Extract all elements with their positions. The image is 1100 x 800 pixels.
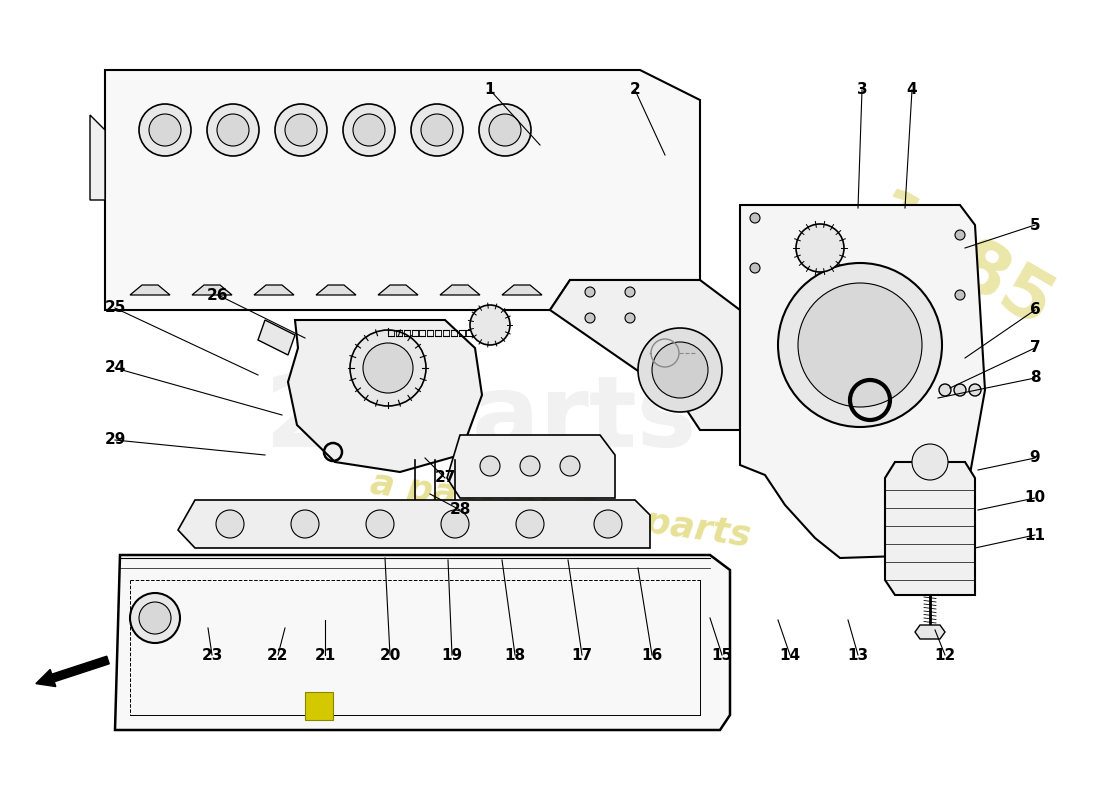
Text: a passion for parts: a passion for parts xyxy=(367,466,752,554)
Circle shape xyxy=(796,224,844,272)
Polygon shape xyxy=(288,320,482,472)
Circle shape xyxy=(353,114,385,146)
Circle shape xyxy=(216,510,244,538)
Circle shape xyxy=(969,384,981,396)
Circle shape xyxy=(939,384,952,396)
Circle shape xyxy=(448,503,462,517)
Text: 8: 8 xyxy=(1030,370,1041,386)
Circle shape xyxy=(912,444,948,480)
Circle shape xyxy=(955,230,965,240)
Polygon shape xyxy=(378,285,418,295)
Text: 12: 12 xyxy=(934,647,956,662)
Circle shape xyxy=(798,283,922,407)
Text: 16: 16 xyxy=(641,647,662,662)
Text: 24: 24 xyxy=(104,361,125,375)
Polygon shape xyxy=(104,70,700,310)
Circle shape xyxy=(625,313,635,323)
Circle shape xyxy=(408,503,422,517)
Circle shape xyxy=(350,330,426,406)
Polygon shape xyxy=(502,285,542,295)
Text: 17: 17 xyxy=(571,647,593,662)
Circle shape xyxy=(585,287,595,297)
Text: 4: 4 xyxy=(906,82,917,98)
Circle shape xyxy=(478,104,531,156)
Circle shape xyxy=(955,290,965,300)
Polygon shape xyxy=(550,280,740,430)
Polygon shape xyxy=(316,285,356,295)
Circle shape xyxy=(285,114,317,146)
Text: 13: 13 xyxy=(847,647,869,662)
Circle shape xyxy=(148,114,182,146)
Circle shape xyxy=(411,104,463,156)
Text: 9: 9 xyxy=(1030,450,1041,466)
Text: 25: 25 xyxy=(104,301,125,315)
Polygon shape xyxy=(254,285,294,295)
Circle shape xyxy=(470,305,510,345)
Text: 5: 5 xyxy=(1030,218,1041,233)
Circle shape xyxy=(778,263,942,427)
Text: 11: 11 xyxy=(1024,527,1045,542)
Circle shape xyxy=(292,510,319,538)
Circle shape xyxy=(139,104,191,156)
Circle shape xyxy=(428,503,442,517)
Text: 28: 28 xyxy=(449,502,471,518)
Circle shape xyxy=(275,104,327,156)
Text: 7: 7 xyxy=(1030,341,1041,355)
Text: 20: 20 xyxy=(379,647,400,662)
Circle shape xyxy=(594,510,621,538)
Circle shape xyxy=(638,328,722,412)
Circle shape xyxy=(490,114,521,146)
Circle shape xyxy=(585,313,595,323)
Text: 19: 19 xyxy=(441,647,463,662)
Circle shape xyxy=(520,456,540,476)
Polygon shape xyxy=(915,625,945,639)
Bar xyxy=(305,692,333,720)
Text: 2eParts: 2eParts xyxy=(264,371,696,469)
Polygon shape xyxy=(116,555,730,730)
Polygon shape xyxy=(178,500,650,548)
Circle shape xyxy=(207,104,258,156)
Text: 27: 27 xyxy=(434,470,455,486)
Circle shape xyxy=(750,263,760,273)
Circle shape xyxy=(480,456,501,476)
Polygon shape xyxy=(258,320,295,355)
Text: 1: 1 xyxy=(485,82,495,98)
Circle shape xyxy=(954,384,966,396)
Text: 26: 26 xyxy=(207,287,229,302)
Circle shape xyxy=(516,510,544,538)
Circle shape xyxy=(130,593,180,643)
Polygon shape xyxy=(440,285,480,295)
Polygon shape xyxy=(192,285,232,295)
Text: 29: 29 xyxy=(104,433,125,447)
Circle shape xyxy=(560,456,580,476)
Circle shape xyxy=(217,114,249,146)
Text: 3: 3 xyxy=(857,82,867,98)
Polygon shape xyxy=(886,462,975,595)
Circle shape xyxy=(363,343,412,393)
Text: 10: 10 xyxy=(1024,490,1046,506)
Circle shape xyxy=(625,287,635,297)
Text: 22: 22 xyxy=(267,647,288,662)
Circle shape xyxy=(652,342,708,398)
Text: 1985: 1985 xyxy=(856,185,1065,345)
Text: 14: 14 xyxy=(780,647,801,662)
FancyArrow shape xyxy=(36,656,109,686)
Circle shape xyxy=(421,114,453,146)
Circle shape xyxy=(366,510,394,538)
Circle shape xyxy=(343,104,395,156)
Text: 2: 2 xyxy=(629,82,640,98)
Polygon shape xyxy=(90,115,104,200)
Text: 21: 21 xyxy=(315,647,336,662)
Polygon shape xyxy=(130,285,170,295)
Circle shape xyxy=(139,602,170,634)
Polygon shape xyxy=(447,435,615,498)
Text: 18: 18 xyxy=(505,647,526,662)
Text: 23: 23 xyxy=(201,647,222,662)
Polygon shape xyxy=(740,205,984,558)
Circle shape xyxy=(441,510,469,538)
Text: 6: 6 xyxy=(1030,302,1041,318)
Text: 15: 15 xyxy=(712,647,733,662)
Circle shape xyxy=(750,213,760,223)
